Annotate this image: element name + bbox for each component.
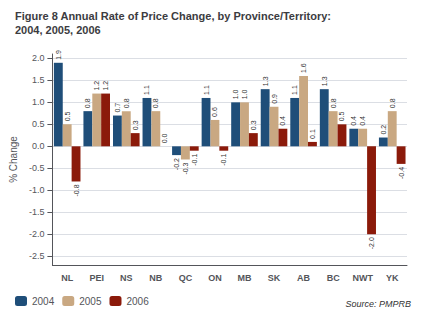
svg-text:1.2: 1.2	[102, 81, 109, 91]
svg-text:0.5: 0.5	[338, 111, 345, 121]
svg-text:0.9: 0.9	[271, 94, 278, 104]
svg-text:NB: NB	[149, 273, 162, 283]
svg-text:-0.1: -0.1	[191, 154, 198, 166]
svg-text:-1.5: -1.5	[29, 207, 45, 217]
svg-text:SK: SK	[268, 273, 281, 283]
svg-text:YK: YK	[386, 273, 399, 283]
svg-text:0.4: 0.4	[359, 116, 366, 126]
svg-text:-0.4: -0.4	[398, 167, 405, 179]
svg-text:NL: NL	[61, 273, 73, 283]
svg-text:-1.0: -1.0	[29, 185, 45, 195]
svg-text:2006: 2006	[126, 296, 149, 307]
svg-text:0.0: 0.0	[161, 133, 168, 143]
svg-text:0.4: 0.4	[279, 116, 286, 126]
svg-text:0.8: 0.8	[330, 98, 337, 108]
svg-text:Source: PMPRB: Source: PMPRB	[345, 299, 411, 309]
svg-text:1.1: 1.1	[203, 85, 210, 95]
svg-text:QC: QC	[179, 273, 193, 283]
svg-text:0.8: 0.8	[152, 98, 159, 108]
svg-text:0.1: 0.1	[309, 129, 316, 139]
svg-text:Figure 8 Annual Rate of Price: Figure 8 Annual Rate of Price Change, by…	[15, 10, 331, 22]
svg-text:1.3: 1.3	[321, 76, 328, 86]
svg-text:0.8: 0.8	[389, 98, 396, 108]
svg-text:2004: 2004	[32, 296, 55, 307]
svg-text:AB: AB	[297, 273, 310, 283]
svg-text:0.7: 0.7	[114, 103, 121, 113]
svg-text:0.0: 0.0	[32, 141, 45, 151]
svg-text:-0.2: -0.2	[173, 158, 180, 170]
svg-text:2004, 2005, 2006: 2004, 2005, 2006	[15, 24, 101, 36]
svg-text:0.3: 0.3	[250, 120, 257, 130]
svg-text:PEI: PEI	[89, 273, 104, 283]
svg-text:1.0: 1.0	[232, 90, 239, 100]
svg-text:1.1: 1.1	[291, 85, 298, 95]
svg-text:1.6: 1.6	[300, 63, 307, 73]
svg-text:1.5: 1.5	[32, 75, 45, 85]
svg-text:0.8: 0.8	[84, 98, 91, 108]
svg-text:0.5: 0.5	[32, 119, 45, 129]
svg-text:-2.5: -2.5	[29, 251, 45, 261]
svg-text:2005: 2005	[79, 296, 102, 307]
svg-text:2.0: 2.0	[32, 53, 45, 63]
svg-text:1.0: 1.0	[32, 97, 45, 107]
svg-text:1.3: 1.3	[262, 76, 269, 86]
svg-text:-0.8: -0.8	[73, 184, 80, 196]
svg-text:1.1: 1.1	[143, 85, 150, 95]
svg-text:0.4: 0.4	[350, 116, 357, 126]
svg-text:BC: BC	[327, 273, 340, 283]
svg-text:-2.0: -2.0	[29, 229, 45, 239]
svg-text:0.5: 0.5	[64, 111, 71, 121]
svg-text:-0.3: -0.3	[182, 162, 189, 174]
svg-text:0.2: 0.2	[380, 125, 387, 135]
svg-text:0.8: 0.8	[123, 98, 130, 108]
svg-text:-0.1: -0.1	[220, 154, 227, 166]
svg-text:1.0: 1.0	[241, 90, 248, 100]
svg-text:0.3: 0.3	[132, 120, 139, 130]
svg-text:ON: ON	[208, 273, 222, 283]
svg-text:1.9: 1.9	[55, 50, 62, 60]
svg-text:NWT: NWT	[352, 273, 373, 283]
svg-text:1.2: 1.2	[93, 81, 100, 91]
svg-text:NS: NS	[120, 273, 133, 283]
svg-text:MB: MB	[237, 273, 251, 283]
svg-text:-0.5: -0.5	[29, 163, 45, 173]
svg-text:% Change: % Change	[8, 136, 19, 183]
svg-text:0.6: 0.6	[211, 107, 218, 117]
svg-text:-2.0: -2.0	[368, 237, 375, 249]
